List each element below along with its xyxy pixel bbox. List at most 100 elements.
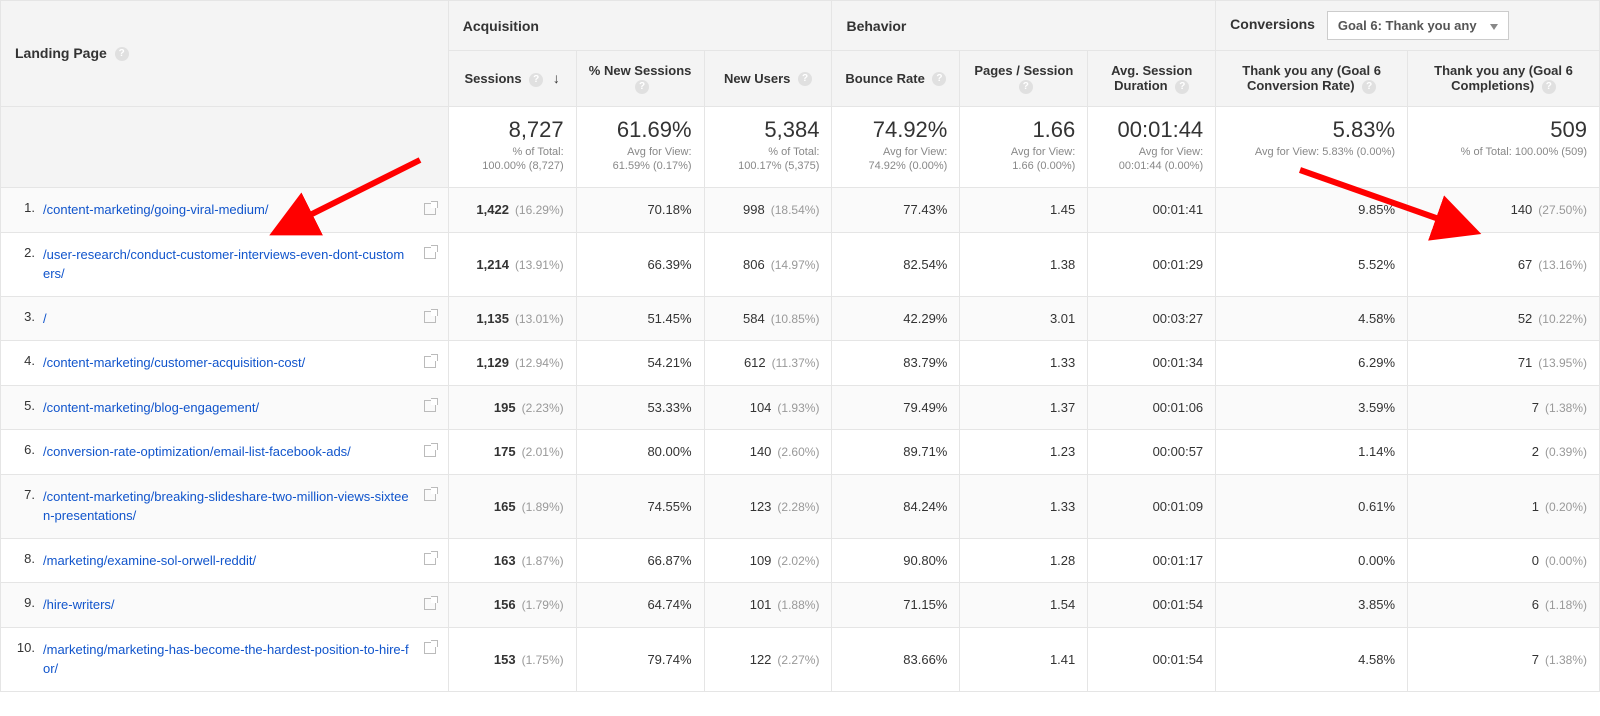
cell-conversion-rate: 5.52% [1216, 232, 1408, 296]
cell-sessions-pct: (1.75%) [522, 653, 564, 667]
table-row: 2. /user-research/conduct-customer-inter… [1, 232, 1600, 296]
summary-completions: 509 % of Total: 100.00% (509) [1408, 106, 1600, 188]
cell-new-users: 584 [743, 311, 765, 326]
table-row: 6. /conversion-rate-optimization/email-l… [1, 430, 1600, 475]
cell-completions-pct: (13.16%) [1538, 258, 1587, 272]
help-icon[interactable]: ? [635, 80, 649, 94]
landing-page-link[interactable]: /content-marketing/blog-engagement/ [43, 400, 259, 415]
col-completions[interactable]: Thank you any (Goal 6 Completions) ? [1408, 51, 1600, 107]
row-index: 1. [13, 200, 35, 215]
landing-page-link[interactable]: /conversion-rate-optimization/email-list… [43, 444, 351, 459]
landing-page-link[interactable]: /hire-writers/ [43, 597, 115, 612]
cell-sessions: 195 [494, 400, 516, 415]
external-link-icon[interactable] [424, 400, 436, 412]
external-link-icon[interactable] [424, 203, 436, 215]
cell-completions: 0 [1532, 553, 1539, 568]
col-pages-per-session[interactable]: Pages / Session ? [960, 51, 1088, 107]
external-link-icon[interactable] [424, 247, 436, 259]
external-link-icon[interactable] [424, 311, 436, 323]
cell-sessions-pct: (2.23%) [522, 401, 564, 415]
summary-avg-duration: 00:01:44 Avg for View: 00:01:44 (0.00%) [1088, 106, 1216, 188]
landing-page-link[interactable]: /marketing/marketing-has-become-the-hard… [43, 642, 409, 677]
table-row: 5. /content-marketing/blog-engagement/ 1… [1, 385, 1600, 430]
help-icon[interactable]: ? [115, 47, 129, 61]
cell-new-sessions-pct: 80.00% [576, 430, 704, 475]
cell-avg-duration: 00:00:57 [1088, 430, 1216, 475]
landing-page-link[interactable]: /content-marketing/customer-acquisition-… [43, 355, 305, 370]
goal-selector[interactable]: Goal 6: Thank you any [1327, 11, 1509, 40]
table-row: 4. /content-marketing/customer-acquisiti… [1, 341, 1600, 386]
cell-new-users-pct: (2.27%) [777, 653, 819, 667]
landing-page-link[interactable]: /content-marketing/going-viral-medium/ [43, 202, 268, 217]
dimension-label: Landing Page [15, 45, 107, 61]
external-link-icon[interactable] [424, 642, 436, 654]
external-link-icon[interactable] [424, 356, 436, 368]
help-icon[interactable]: ? [932, 72, 946, 86]
row-index: 7. [13, 487, 35, 502]
cell-pages-per-session: 1.38 [960, 232, 1088, 296]
summary-sessions: 8,727 % of Total: 100.00% (8,727) [448, 106, 576, 188]
landing-page-link[interactable]: /marketing/examine-sol-orwell-reddit/ [43, 553, 256, 568]
help-icon[interactable]: ? [798, 72, 812, 86]
cell-conversion-rate: 0.00% [1216, 538, 1408, 583]
cell-sessions: 163 [494, 553, 516, 568]
col-new-sessions-pct[interactable]: % New Sessions ? [576, 51, 704, 107]
cell-bounce-rate: 83.66% [832, 627, 960, 691]
summary-new-users: 5,384 % of Total: 100.17% (5,375) [704, 106, 832, 188]
table-row: 9. /hire-writers/ 156(1.79%) 64.74% 101(… [1, 583, 1600, 628]
cell-new-users-pct: (14.97%) [771, 258, 820, 272]
cell-conversion-rate: 9.85% [1216, 188, 1408, 233]
help-icon[interactable]: ? [529, 73, 543, 87]
cell-sessions: 175 [494, 444, 516, 459]
cell-conversion-rate: 1.14% [1216, 430, 1408, 475]
cell-conversion-rate: 6.29% [1216, 341, 1408, 386]
col-avg-duration[interactable]: Avg. Session Duration ? [1088, 51, 1216, 107]
cell-sessions: 1,422 [476, 202, 509, 217]
cell-new-users-pct: (1.88%) [777, 598, 819, 612]
cell-new-sessions-pct: 53.33% [576, 385, 704, 430]
help-icon[interactable]: ? [1542, 80, 1556, 94]
cell-new-users: 612 [744, 355, 766, 370]
col-bounce-rate[interactable]: Bounce Rate ? [832, 51, 960, 107]
landing-page-link[interactable]: / [43, 311, 47, 326]
cell-new-users-pct: (2.60%) [777, 445, 819, 459]
cell-new-sessions-pct: 70.18% [576, 188, 704, 233]
cell-new-users-pct: (2.02%) [777, 554, 819, 568]
help-icon[interactable]: ? [1175, 80, 1189, 94]
cell-pages-per-session: 1.33 [960, 341, 1088, 386]
summary-row: 8,727 % of Total: 100.00% (8,727) 61.69%… [1, 106, 1600, 188]
help-icon[interactable]: ? [1362, 80, 1376, 94]
help-icon[interactable]: ? [1019, 80, 1033, 94]
cell-completions: 52 [1518, 311, 1532, 326]
sort-arrow-down-icon: ↓ [553, 70, 560, 86]
landing-page-link[interactable]: /content-marketing/breaking-slideshare-t… [43, 489, 409, 524]
cell-new-users: 104 [750, 400, 772, 415]
table-row: 10. /marketing/marketing-has-become-the-… [1, 627, 1600, 691]
col-conversion-rate[interactable]: Thank you any (Goal 6 Conversion Rate) ? [1216, 51, 1408, 107]
group-acquisition: Acquisition [448, 1, 832, 51]
table-row: 3. / 1,135(13.01%) 51.45% 584(10.85%) 42… [1, 296, 1600, 341]
external-link-icon[interactable] [424, 598, 436, 610]
cell-new-users-pct: (11.37%) [772, 356, 820, 370]
external-link-icon[interactable] [424, 553, 436, 565]
cell-new-sessions-pct: 54.21% [576, 341, 704, 386]
external-link-icon[interactable] [424, 489, 436, 501]
cell-new-users-pct: (1.93%) [777, 401, 819, 415]
cell-pages-per-session: 3.01 [960, 296, 1088, 341]
table-row: 7. /content-marketing/breaking-slideshar… [1, 474, 1600, 538]
external-link-icon[interactable] [424, 445, 436, 457]
cell-new-users: 140 [750, 444, 772, 459]
row-index: 9. [13, 595, 35, 610]
group-behavior: Behavior [832, 1, 1216, 51]
dimension-header[interactable]: Landing Page ? [1, 1, 449, 107]
cell-bounce-rate: 90.80% [832, 538, 960, 583]
cell-completions: 1 [1532, 499, 1539, 514]
chevron-down-icon [1490, 24, 1498, 30]
cell-new-sessions-pct: 66.39% [576, 232, 704, 296]
cell-new-users: 122 [750, 652, 772, 667]
landing-page-link[interactable]: /user-research/conduct-customer-intervie… [43, 247, 404, 282]
cell-conversion-rate: 0.61% [1216, 474, 1408, 538]
cell-completions-pct: (10.22%) [1538, 312, 1587, 326]
col-sessions[interactable]: Sessions ? ↓ [448, 51, 576, 107]
col-new-users[interactable]: New Users ? [704, 51, 832, 107]
